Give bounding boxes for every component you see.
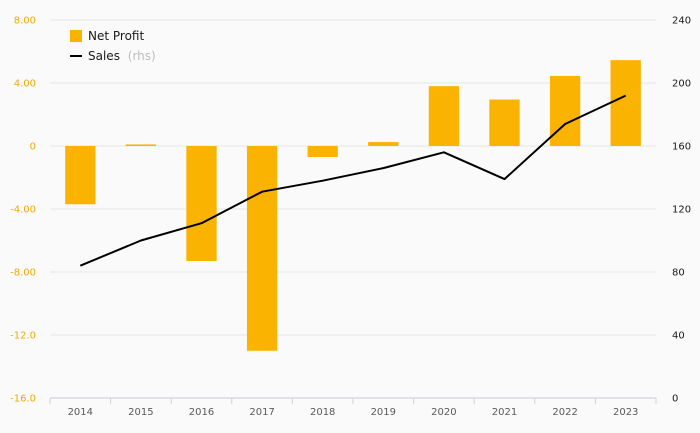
net-profit-bar <box>428 86 460 146</box>
x-tick-label: 2017 <box>249 407 274 418</box>
legend-label-sales-suffix: (rhs) <box>128 49 156 63</box>
x-axis-ticks: 2014 2015 2016 2017 2018 2019 2020 2021 2022 2023 <box>68 407 639 418</box>
net-profit-bar <box>489 99 520 146</box>
sales-line <box>79 94 627 267</box>
y-tick-label: -12.0 <box>10 331 36 342</box>
net-profit-bar <box>368 142 399 146</box>
legend: Net Profit Sales (rhs) <box>70 29 156 63</box>
gridlines <box>50 19 656 336</box>
y-tick-label: -16.0 <box>10 394 36 405</box>
x-tick-label: 2022 <box>552 407 577 418</box>
net-profit-bar <box>549 75 581 146</box>
svg-text:Sales (rhs): Sales (rhs) <box>88 49 156 63</box>
sales-line-group <box>79 94 627 267</box>
legend-swatch-net-profit <box>70 30 82 42</box>
net-profit-bar <box>307 146 338 158</box>
y2-tick-label: 160 <box>672 142 691 153</box>
axes <box>49 397 657 404</box>
legend-label-net-profit: Net Profit <box>88 29 144 43</box>
x-tick-label: 2019 <box>371 407 396 418</box>
y-tick-label: -8.00 <box>10 268 36 279</box>
x-tick-label: 2021 <box>492 407 517 418</box>
left-axis-ticks: 8.00 4.00 0 -4.00 -8.00 -12.0 -16.0 <box>10 16 36 405</box>
legend-label-sales: Sales <box>88 49 120 63</box>
x-tick-label: 2020 <box>431 407 456 418</box>
y2-tick-label: 120 <box>672 205 691 216</box>
net-profit-bar <box>610 60 641 146</box>
y2-tick-label: 40 <box>672 331 685 342</box>
x-tick-label: 2023 <box>613 407 638 418</box>
x-tick-label: 2015 <box>128 407 153 418</box>
net-profit-bar <box>125 144 157 146</box>
y-tick-label: 4.00 <box>14 79 36 90</box>
y2-tick-label: 0 <box>672 394 678 405</box>
x-tick-label: 2018 <box>310 407 335 418</box>
right-axis-ticks: 240 200 160 120 80 40 0 <box>672 16 691 405</box>
y2-tick-label: 200 <box>672 79 691 90</box>
net-profit-bars <box>65 60 641 351</box>
net-profit-bar <box>65 146 96 205</box>
y2-tick-label: 240 <box>672 16 691 27</box>
y-tick-label: -4.00 <box>10 205 36 216</box>
net-profit-bar <box>246 146 278 351</box>
y-tick-label: 0 <box>30 142 36 153</box>
net-profit-bar <box>186 146 217 261</box>
y-tick-label: 8.00 <box>14 16 36 27</box>
x-tick-label: 2014 <box>68 407 93 418</box>
y2-tick-label: 80 <box>672 268 685 279</box>
x-tick-label: 2016 <box>189 407 214 418</box>
